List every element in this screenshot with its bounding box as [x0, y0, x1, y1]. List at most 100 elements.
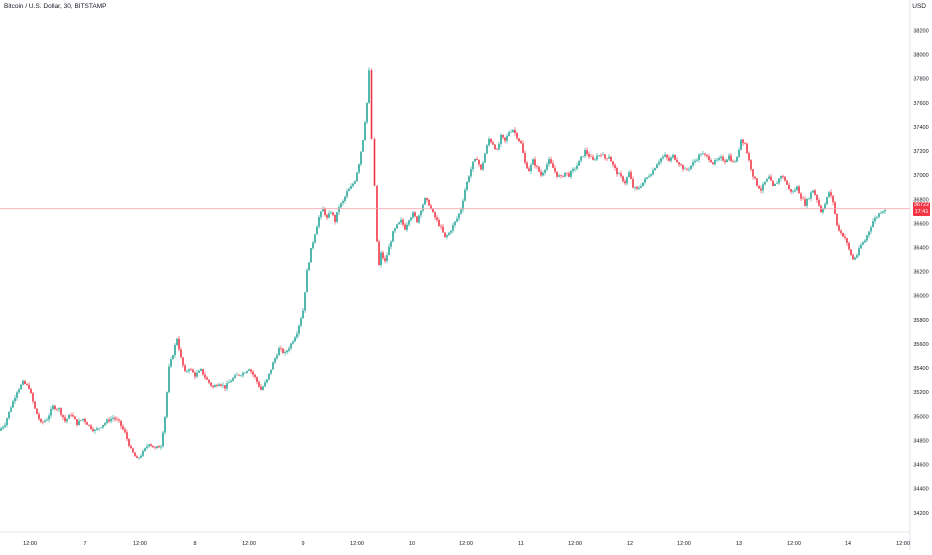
- candle-down: [562, 175, 564, 177]
- candle-down: [752, 169, 754, 177]
- candle-up: [308, 262, 310, 271]
- candle-up: [546, 164, 548, 170]
- candle-down: [378, 241, 380, 266]
- candle-up: [242, 372, 244, 376]
- candle-up: [200, 369, 202, 371]
- candle-down: [730, 155, 732, 162]
- candle-down: [76, 419, 78, 426]
- candle-up: [726, 159, 728, 163]
- candle-down: [814, 190, 816, 195]
- candle-up: [274, 358, 276, 363]
- candle-up: [564, 172, 566, 177]
- candle-down: [840, 230, 842, 233]
- candle-up: [400, 219, 402, 223]
- candle-down: [516, 132, 518, 139]
- candle-up: [500, 134, 502, 144]
- x-tick-label: 14: [845, 541, 851, 547]
- candle-down: [190, 369, 192, 371]
- candle-up: [176, 338, 178, 345]
- candle-up: [228, 382, 230, 384]
- candle-down: [122, 426, 124, 430]
- x-tick-label: 12:00: [677, 541, 691, 547]
- candle-down: [610, 156, 612, 162]
- candle-up: [6, 418, 8, 426]
- y-tick-label: 36600: [913, 221, 928, 227]
- candle-down: [852, 255, 854, 260]
- candle-down: [786, 180, 788, 185]
- candle-up: [656, 164, 658, 169]
- candle-down: [62, 414, 64, 418]
- candle-up: [688, 169, 690, 170]
- candle-up: [12, 401, 14, 408]
- candle-up: [466, 181, 468, 190]
- x-tick-label: 12:00: [568, 541, 582, 547]
- candle-down: [90, 425, 92, 429]
- candle-up: [796, 186, 798, 191]
- candle-down: [836, 213, 838, 226]
- candle-up: [270, 369, 272, 374]
- candle-down: [586, 150, 588, 154]
- candle-down: [534, 159, 536, 166]
- candle-up: [412, 212, 414, 218]
- candle-up: [716, 159, 718, 161]
- candle-up: [594, 159, 596, 161]
- candle-up: [482, 162, 484, 170]
- candle-up: [320, 211, 322, 218]
- candle-up: [244, 372, 246, 374]
- candle-down: [616, 168, 618, 175]
- candle-up: [596, 155, 598, 160]
- candle-up: [354, 181, 356, 184]
- candle-up: [368, 70, 370, 103]
- candle-up: [296, 333, 298, 338]
- candle-up: [648, 176, 650, 178]
- candle-up: [100, 427, 102, 429]
- candle-up: [422, 204, 424, 211]
- candle-up: [570, 171, 572, 177]
- candle-down: [522, 143, 524, 153]
- candle-down: [212, 385, 214, 388]
- candle-down: [128, 439, 130, 447]
- candle-up: [778, 178, 780, 184]
- candle-up: [448, 232, 450, 236]
- candle-up: [314, 234, 316, 243]
- candle-down: [732, 161, 734, 163]
- candle-up: [398, 222, 400, 225]
- symbol-title[interactable]: Bitcoin / U.S. Dollar, 30, BITSTAMP: [4, 3, 107, 10]
- candle-up: [548, 159, 550, 165]
- candle-down: [126, 432, 128, 440]
- candle-down: [742, 139, 744, 144]
- candle-down: [282, 348, 284, 353]
- candle-up: [424, 197, 426, 205]
- candle-down: [150, 444, 152, 446]
- candle-down: [428, 199, 430, 206]
- candle-up: [318, 217, 320, 227]
- candle-up: [98, 428, 100, 429]
- candle-up: [58, 408, 60, 410]
- candle-down: [402, 219, 404, 225]
- candle-up: [44, 420, 46, 422]
- candle-up: [230, 380, 232, 383]
- candle-down: [722, 156, 724, 161]
- candle-up: [508, 132, 510, 136]
- time-axis[interactable]: 12:00 7 12:00 8 12:00 9 12:00 10 12:00 11 12:00 12 1…: [0, 531, 910, 547]
- candle-up: [276, 355, 278, 359]
- candle-up: [602, 154, 604, 156]
- candle-up: [640, 186, 642, 188]
- candle-down: [536, 165, 538, 167]
- price-axis[interactable]: 38200 38000 37800 37600 37400 37200 37000 36800…: [909, 0, 929, 550]
- candle-down: [804, 199, 806, 206]
- candle-up: [768, 176, 770, 179]
- candle-down: [520, 141, 522, 144]
- candle-down: [496, 149, 498, 150]
- candle-up: [794, 190, 796, 192]
- candle-up: [608, 156, 610, 159]
- candle-down: [770, 176, 772, 181]
- candle-up: [654, 168, 656, 171]
- candle-up: [386, 255, 388, 262]
- candle-down: [28, 384, 30, 389]
- candle-up: [340, 203, 342, 208]
- candle-down: [88, 424, 90, 426]
- candle-down: [590, 156, 592, 158]
